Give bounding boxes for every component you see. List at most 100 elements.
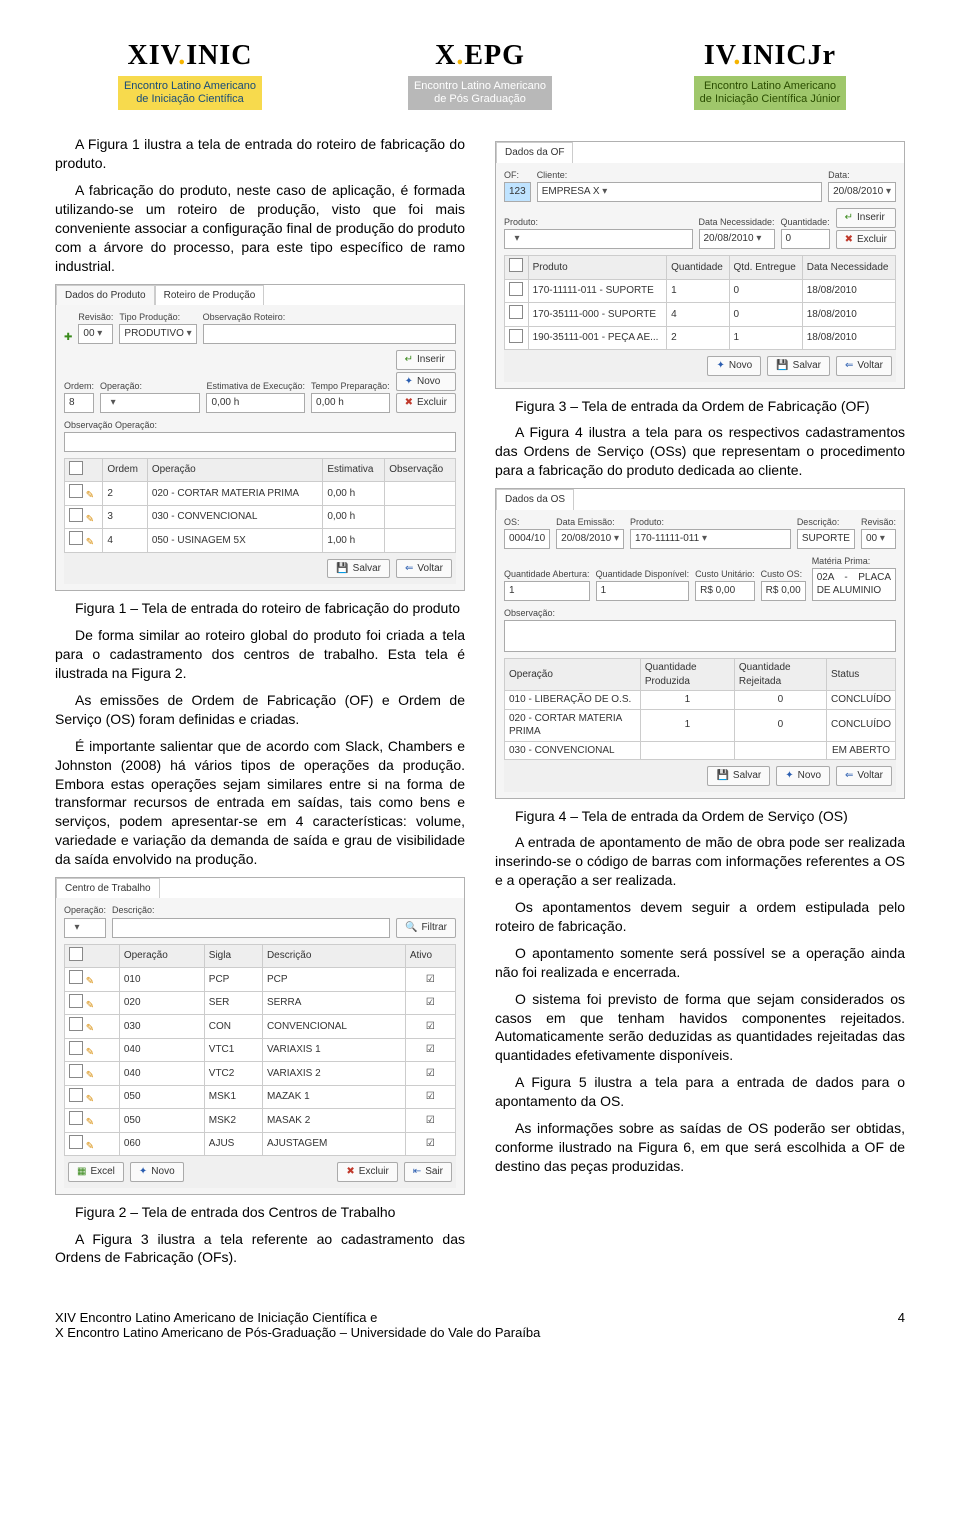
edit-icon[interactable]: ✎ xyxy=(86,1094,94,1105)
table-row[interactable]: 190-35111-001 - PEÇA AE...2118/08/2010 xyxy=(505,326,896,350)
salvar-button[interactable]: 💾Salvar xyxy=(707,766,770,786)
salvar-button[interactable]: 💾Salvar xyxy=(767,356,830,376)
row-check[interactable] xyxy=(69,1111,83,1125)
excluir-button[interactable]: ✖Excluir xyxy=(396,393,456,413)
check-all[interactable] xyxy=(69,461,83,475)
edit-icon[interactable]: ✎ xyxy=(86,976,94,987)
cos-input[interactable]: R$ 0,00 xyxy=(761,581,806,601)
voltar-button[interactable]: ⇐Voltar xyxy=(396,559,452,579)
table-row[interactable]: ✎040VTC2VARIAXIS 2☑ xyxy=(65,1062,456,1086)
tab[interactable]: Centro de Trabalho xyxy=(56,878,160,899)
back-icon: ⇐ xyxy=(405,562,413,576)
edit-icon[interactable]: ✎ xyxy=(86,514,94,525)
table-row[interactable]: ✎030CONCONVENCIONAL☑ xyxy=(65,1015,456,1039)
row-check[interactable] xyxy=(69,970,83,984)
table-row[interactable]: ✎4050 - USINAGEM 5X1,00 h xyxy=(65,529,456,553)
row-check[interactable] xyxy=(69,1088,83,1102)
row-check[interactable] xyxy=(69,531,83,545)
novo-button[interactable]: ✦Novo xyxy=(776,766,830,786)
operacao-select[interactable] xyxy=(100,393,200,413)
inserir-button[interactable]: ↵Inserir xyxy=(396,350,456,370)
obs-input[interactable] xyxy=(203,324,456,344)
voltar-button[interactable]: ⇐Voltar xyxy=(836,766,892,786)
rev-select[interactable]: 00 xyxy=(861,529,896,549)
cu-input[interactable]: R$ 0,00 xyxy=(695,581,755,601)
produto-select[interactable] xyxy=(504,229,693,249)
inserir-button[interactable]: ↵Inserir xyxy=(836,208,896,228)
table-row[interactable]: ✎2020 - CORTAR MATERIA PRIMA0,00 h xyxy=(65,482,456,506)
edit-icon[interactable]: ✎ xyxy=(86,1070,94,1081)
filtrar-button[interactable]: 🔍Filtrar xyxy=(396,918,456,938)
table-row[interactable]: ✎010PCPPCP☑ xyxy=(65,968,456,992)
logo-inicjr: IV.INICJr Encontro Latino Americanode In… xyxy=(635,40,905,110)
row-check[interactable] xyxy=(69,1017,83,1031)
table-row[interactable]: 170-35111-000 - SUPORTE4018/08/2010 xyxy=(505,303,896,327)
novo-button[interactable]: ✦Novo xyxy=(130,1162,184,1182)
row-check[interactable] xyxy=(69,1041,83,1055)
label: Descrição: xyxy=(112,904,390,916)
desc-input[interactable]: SUPORTE xyxy=(797,529,855,549)
data-input[interactable]: 20/08/2010 xyxy=(828,182,896,202)
mp-input[interactable]: 02A - PLACA DE ALUMINIO xyxy=(812,568,896,601)
obs-input[interactable] xyxy=(504,620,896,652)
excel-button[interactable]: ▦Excel xyxy=(68,1162,124,1182)
prod-select[interactable]: 170-11111-011 xyxy=(630,529,791,549)
salvar-button[interactable]: 💾Salvar xyxy=(327,559,390,579)
row-check[interactable] xyxy=(69,994,83,1008)
table-row[interactable]: 030 - CONVENCIONALEM ABERTO xyxy=(505,741,896,760)
table-row[interactable]: 010 - LIBERAÇÃO DE O.S.10CONCLUÍDO xyxy=(505,691,896,710)
figure-caption: Figura 1 – Tela de entrada do roteiro de… xyxy=(55,599,465,618)
excluir-button[interactable]: ✖Excluir xyxy=(836,230,896,250)
datan-input[interactable]: 20/08/2010 xyxy=(699,229,775,249)
tab[interactable]: Dados do Produto xyxy=(56,285,155,306)
check-all[interactable] xyxy=(69,947,83,961)
voltar-button[interactable]: ⇐Voltar xyxy=(836,356,892,376)
table-row[interactable]: ✎050MSK1MAZAK 1☑ xyxy=(65,1085,456,1109)
tab[interactable]: Roteiro de Produção xyxy=(155,285,265,306)
os-input[interactable]: 0004/10 xyxy=(504,529,550,549)
row-check[interactable] xyxy=(509,329,523,343)
table-row[interactable]: ✎060AJUSAJUSTAGEM☑ xyxy=(65,1132,456,1156)
edit-icon[interactable]: ✎ xyxy=(86,1000,94,1011)
tab[interactable]: Dados da OF xyxy=(496,142,573,163)
edit-icon[interactable]: ✎ xyxy=(86,490,94,501)
tab[interactable]: Dados da OS xyxy=(496,489,574,510)
tipo-select[interactable]: PRODUTIVO xyxy=(119,324,196,344)
of-input[interactable]: 123 xyxy=(504,182,531,202)
sair-button[interactable]: ⇤Sair xyxy=(404,1162,452,1182)
estim-input[interactable]: 0,00 h xyxy=(206,393,305,413)
de-input[interactable]: 20/08/2010 xyxy=(556,529,624,549)
tempo-input[interactable]: 0,00 h xyxy=(311,393,390,413)
revisao-select[interactable]: 00 xyxy=(78,324,113,344)
label: Tempo Preparação: xyxy=(311,380,390,392)
check-all[interactable] xyxy=(509,258,523,272)
qtd-input[interactable]: 0 xyxy=(781,229,830,249)
obsop-input[interactable] xyxy=(64,432,456,452)
table-row[interactable]: 170-11111-011 - SUPORTE1018/08/2010 xyxy=(505,279,896,303)
qa-input[interactable]: 1 xyxy=(504,581,590,601)
novo-button[interactable]: ✦Novo xyxy=(396,372,456,392)
row-check[interactable] xyxy=(69,1064,83,1078)
excluir-button[interactable]: ✖Excluir xyxy=(337,1162,397,1182)
edit-icon[interactable]: ✎ xyxy=(86,1023,94,1034)
row-check[interactable] xyxy=(69,1135,83,1149)
desc-input[interactable] xyxy=(112,918,390,938)
edit-icon[interactable]: ✎ xyxy=(86,1047,94,1058)
table-row[interactable]: 020 - CORTAR MATERIA PRIMA10CONCLUÍDO xyxy=(505,709,896,741)
edit-icon[interactable]: ✎ xyxy=(86,1117,94,1128)
table-row[interactable]: ✎3030 - CONVENCIONAL0,00 h xyxy=(65,505,456,529)
op-select[interactable] xyxy=(64,918,106,938)
row-check[interactable] xyxy=(509,282,523,296)
cliente-select[interactable]: EMPRESA X xyxy=(537,182,822,202)
table-row[interactable]: ✎050MSK2MASAK 2☑ xyxy=(65,1109,456,1133)
novo-button[interactable]: ✦Novo xyxy=(707,356,761,376)
table-row[interactable]: ✎020SERSERRA☑ xyxy=(65,991,456,1015)
table-row[interactable]: ✎040VTC1VARIAXIS 1☑ xyxy=(65,1038,456,1062)
qd-input[interactable]: 1 xyxy=(596,581,690,601)
row-check[interactable] xyxy=(69,508,83,522)
edit-icon[interactable]: ✎ xyxy=(86,1141,94,1152)
row-check[interactable] xyxy=(509,305,523,319)
ordem-input[interactable]: 8 xyxy=(64,393,94,413)
row-check[interactable] xyxy=(69,484,83,498)
edit-icon[interactable]: ✎ xyxy=(86,537,94,548)
